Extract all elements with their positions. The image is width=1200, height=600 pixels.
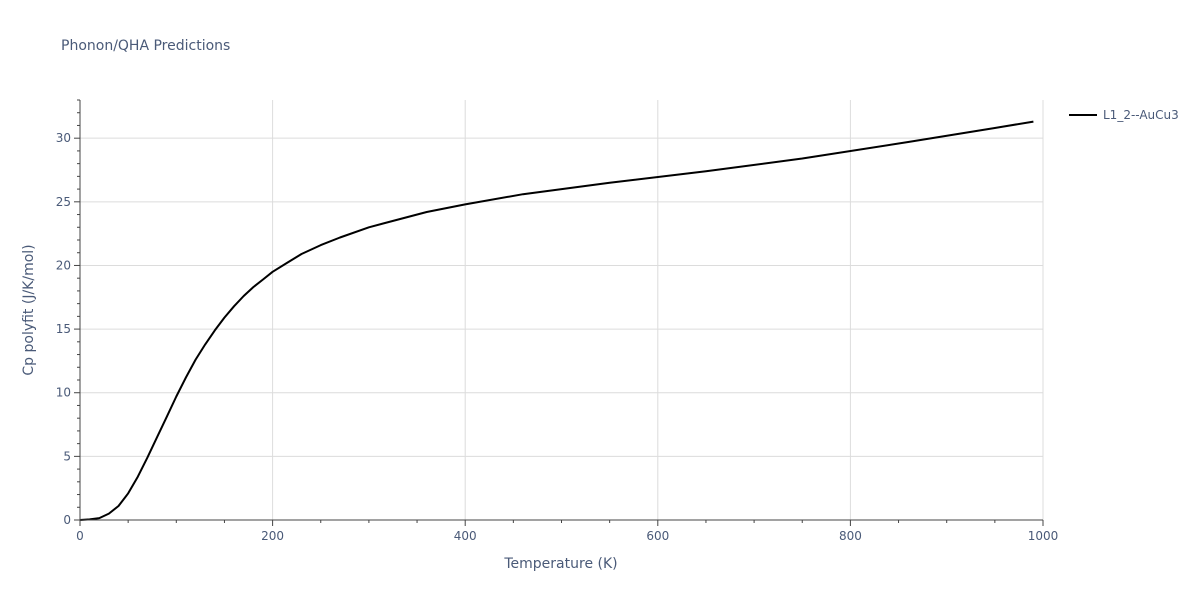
legend[interactable]: L1_2--AuCu3 bbox=[1069, 108, 1179, 122]
x-tick-label: 200 bbox=[261, 529, 284, 543]
x-axis-title: Temperature (K) bbox=[503, 556, 617, 572]
x-tick-label: 600 bbox=[646, 529, 669, 543]
x-tick-label: 800 bbox=[839, 529, 862, 543]
x-tick-label: 1000 bbox=[1028, 529, 1059, 543]
y-tick-label: 0 bbox=[63, 513, 71, 527]
y-tick-label: 20 bbox=[56, 258, 71, 272]
y-tick-label: 15 bbox=[56, 322, 71, 336]
x-tick-label: 0 bbox=[76, 529, 84, 543]
chart-title: Phonon/QHA Predictions bbox=[61, 38, 230, 54]
y-axis-title: Cp polyfit (J/K/mol) bbox=[21, 244, 37, 375]
plot-area bbox=[79, 120, 1034, 521]
grid bbox=[80, 100, 1044, 520]
y-tick-label: 25 bbox=[56, 195, 71, 209]
series-line[interactable] bbox=[79, 120, 1034, 521]
y-tick-label: 10 bbox=[56, 386, 71, 400]
axes: 0 200 400 600 800 1000 0 5 10 15 20 25 30 bbox=[56, 99, 1059, 543]
legend-label[interactable]: L1_2--AuCu3 bbox=[1103, 108, 1179, 122]
y-tick-label: 30 bbox=[56, 131, 71, 145]
y-tick-label: 5 bbox=[63, 449, 71, 463]
x-tick-label: 400 bbox=[454, 529, 477, 543]
